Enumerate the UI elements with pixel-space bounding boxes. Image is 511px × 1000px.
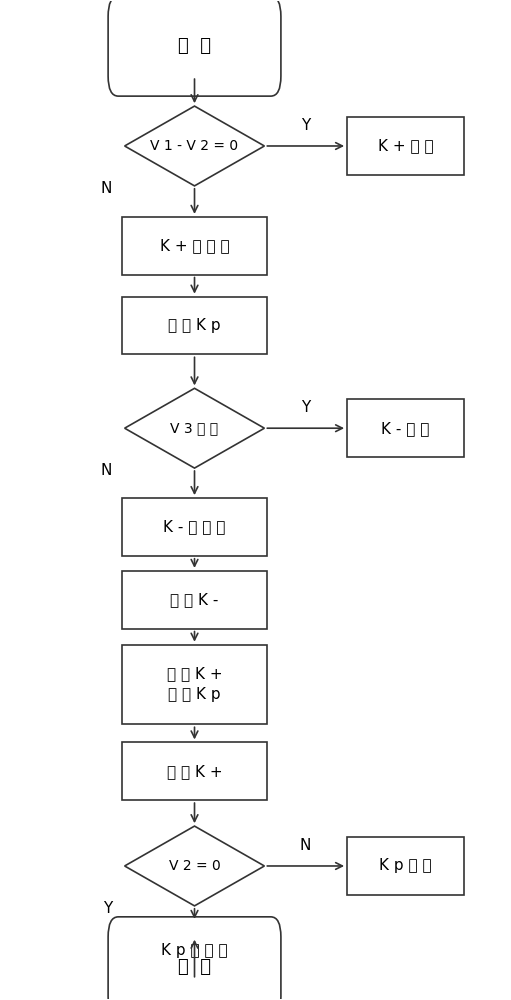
Bar [122, 297, 267, 354]
Polygon shape [125, 826, 264, 906]
Bar [122, 922, 267, 980]
Bar [122, 498, 267, 556]
Bar [347, 117, 464, 175]
Text: V 3 变 化: V 3 变 化 [171, 421, 219, 435]
Text: 闭 合 K p: 闭 合 K p [168, 318, 221, 333]
FancyBboxPatch shape [108, 917, 281, 1000]
Text: K + 不 粘 连: K + 不 粘 连 [160, 238, 229, 253]
Bar [122, 571, 267, 629]
Text: V 2 = 0: V 2 = 0 [169, 859, 220, 873]
Text: K + 粘 连: K + 粘 连 [378, 138, 433, 153]
Text: N: N [101, 463, 112, 478]
Bar [347, 399, 464, 457]
Polygon shape [125, 388, 264, 468]
Text: 结  束: 结 束 [178, 958, 211, 976]
Bar [122, 742, 267, 800]
Text: V 1 - V 2 = 0: V 1 - V 2 = 0 [150, 139, 239, 153]
Text: 开  始: 开 始 [178, 37, 211, 55]
Bar [122, 645, 267, 724]
Text: 闭 合 K -: 闭 合 K - [170, 592, 219, 607]
Bar [347, 837, 464, 895]
Text: Y: Y [301, 118, 310, 133]
Text: 断 开 K +: 断 开 K + [167, 764, 222, 779]
Text: N: N [101, 181, 112, 196]
Text: 闭 合 K +
断 开 K p: 闭 合 K + 断 开 K p [167, 666, 222, 702]
Bar [122, 217, 267, 275]
Text: K p 不 粘 连: K p 不 粘 连 [161, 943, 228, 958]
FancyBboxPatch shape [108, 0, 281, 96]
Text: K - 不 粘 连: K - 不 粘 连 [164, 519, 226, 534]
Text: Y: Y [103, 901, 112, 916]
Text: K p 粘 连: K p 粘 连 [379, 858, 432, 873]
Text: Y: Y [301, 400, 310, 415]
Text: K - 粘 连: K - 粘 连 [381, 421, 430, 436]
Polygon shape [125, 106, 264, 186]
Text: N: N [300, 838, 311, 853]
